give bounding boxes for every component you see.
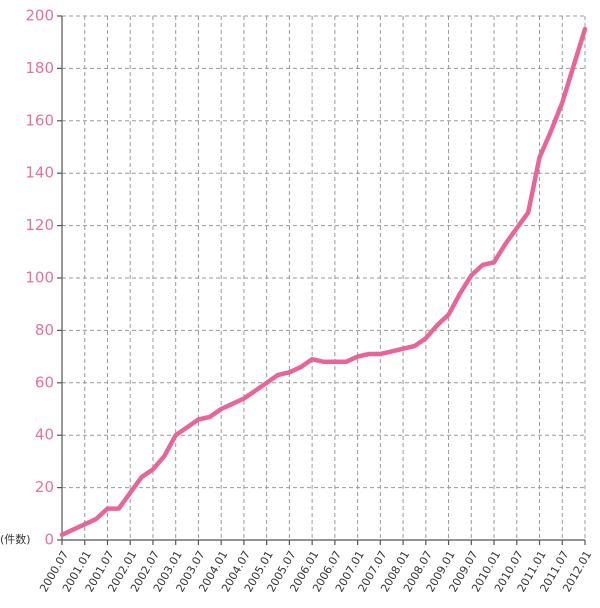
y-tick-label: 60 xyxy=(35,373,54,391)
y-tick-label: 80 xyxy=(35,321,54,339)
y-axis-label: (件数) xyxy=(0,533,31,546)
y-tick-label: 0 xyxy=(44,531,54,549)
data-line xyxy=(59,26,588,538)
y-tick-label: 140 xyxy=(25,164,54,182)
y-tick-label: 180 xyxy=(25,59,54,77)
y-tick-label: 200 xyxy=(25,7,54,25)
y-tick-label: 120 xyxy=(25,216,54,234)
y-tick-label: 20 xyxy=(35,478,54,496)
y-tick-label: 40 xyxy=(35,426,54,444)
y-tick-label: 160 xyxy=(25,111,54,129)
y-tick-label: 100 xyxy=(25,269,54,287)
